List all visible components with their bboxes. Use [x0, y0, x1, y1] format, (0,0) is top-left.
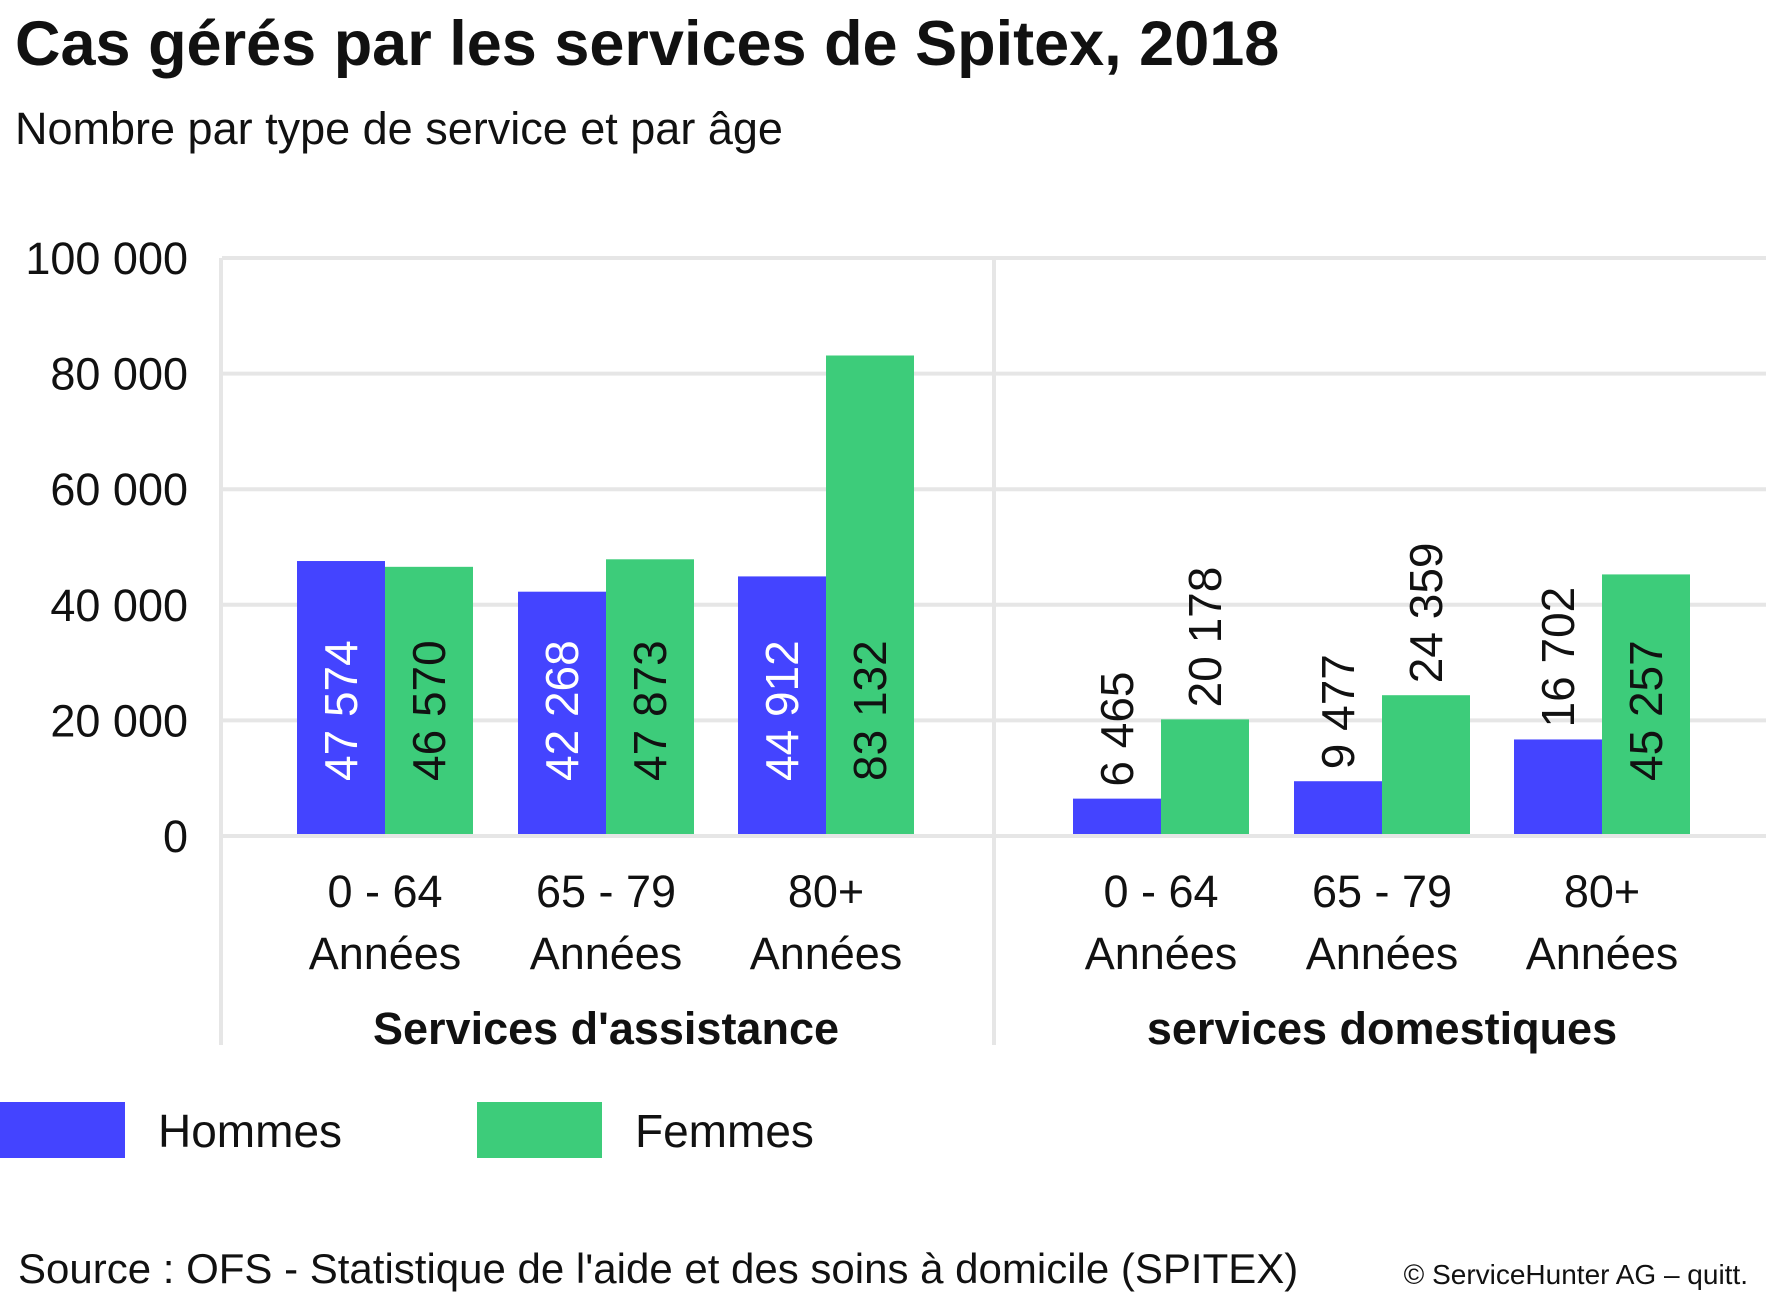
y-tick-label: 0 — [163, 811, 188, 862]
legend-label-hommes: Hommes — [158, 1105, 343, 1157]
x-tick-label: Années — [750, 928, 903, 979]
y-tick-label: 80 000 — [50, 349, 188, 400]
y-tick-label: 20 000 — [50, 695, 188, 746]
legend-swatch-hommes — [0, 1102, 125, 1158]
x-tick-label: 65 - 79 — [1312, 866, 1452, 917]
y-tick-label: 60 000 — [50, 464, 188, 515]
legend-swatch-femmes — [477, 1102, 602, 1158]
data-label: 16 702 — [1532, 587, 1584, 728]
x-tick-label: 0 - 64 — [1103, 866, 1218, 917]
bar-femmes — [1602, 574, 1690, 836]
bar-hommes — [518, 591, 606, 836]
data-label: 47 873 — [624, 640, 676, 781]
x-tick-label: Années — [530, 928, 683, 979]
data-label: 20 178 — [1179, 567, 1231, 708]
bar-hommes — [1073, 798, 1161, 836]
bar-femmes — [1382, 695, 1470, 836]
chart-title: Cas gérés par les services de Spitex, 20… — [15, 9, 1280, 79]
data-label: 6 465 — [1091, 672, 1143, 787]
x-tick-label: 80+ — [1564, 866, 1640, 917]
chart-subtitle: Nombre par type de service et par âge — [15, 103, 783, 154]
data-label: 42 268 — [536, 640, 588, 781]
data-label: 45 257 — [1620, 640, 1672, 781]
x-tick-label: Années — [1085, 928, 1238, 979]
data-label: 24 359 — [1400, 543, 1452, 684]
data-label: 83 132 — [844, 640, 896, 781]
x-tick-label: Années — [1526, 928, 1679, 979]
bar-femmes — [826, 355, 914, 836]
x-tick-label: Années — [1306, 928, 1459, 979]
bar-hommes — [1294, 781, 1382, 836]
x-tick-label: 0 - 64 — [327, 866, 442, 917]
bar-femmes — [606, 559, 694, 836]
data-label: 46 570 — [403, 640, 455, 781]
data-label: 9 477 — [1312, 654, 1364, 769]
bar-femmes — [385, 566, 473, 836]
bar-femmes — [1161, 719, 1249, 836]
bar-hommes — [738, 576, 826, 836]
data-label: 47 574 — [315, 640, 367, 781]
group-label: Services d'assistance — [373, 1003, 839, 1054]
x-tick-label: 65 - 79 — [536, 866, 676, 917]
copyright-note: © ServiceHunter AG – quitt. — [1403, 1259, 1748, 1290]
source-note: Source : OFS - Statistique de l'aide et … — [18, 1245, 1299, 1292]
y-tick-label: 100 000 — [25, 233, 188, 284]
y-tick-label: 40 000 — [50, 580, 188, 631]
data-label: 44 912 — [756, 640, 808, 781]
x-tick-label: 80+ — [788, 866, 864, 917]
legend-label-femmes: Femmes — [635, 1105, 814, 1157]
group-label: services domestiques — [1147, 1003, 1617, 1054]
chart-plot: 0 20 000 40 000 60 000 80 000 100 000 47 574 46… — [25, 233, 1766, 1054]
bar-hommes — [1514, 739, 1602, 836]
x-tick-label: Années — [309, 928, 462, 979]
bar-hommes — [297, 561, 385, 836]
